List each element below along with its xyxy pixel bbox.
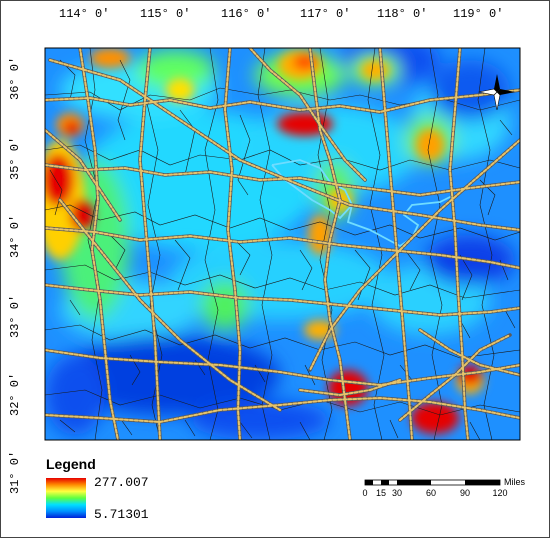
lon-label-116: 116° 0' (221, 7, 271, 21)
legend-min-value: 5.71301 (94, 507, 149, 522)
density-raster (45, 48, 520, 440)
road-network (45, 48, 520, 440)
longitude-labels: 114° 0' 115° 0' 116° 0' 117° 0' 118° 0' … (59, 7, 503, 21)
lat-label-34: 34° 0' (8, 215, 22, 258)
lon-label-117: 117° 0' (300, 7, 350, 21)
scale-label-0: 0 (362, 488, 367, 498)
scale-label-30: 30 (392, 488, 402, 498)
scale-unit: Miles (504, 477, 526, 487)
lat-label-32: 32° 0' (8, 373, 22, 416)
lat-label-31: 31° 0' (8, 451, 22, 494)
lon-label-118: 118° 0' (377, 7, 427, 21)
scale-label-90: 90 (460, 488, 470, 498)
scale-label-15: 15 (376, 488, 386, 498)
scale-bar: 0 15 30 60 90 120 Miles (362, 477, 525, 498)
scale-label-120: 120 (492, 488, 507, 498)
lon-label-115: 115° 0' (140, 7, 190, 21)
legend-color-ramp (46, 478, 86, 518)
latitude-labels: 36° 0' 35° 0' 34° 0' 33° 0' 32° 0' 31° 0… (8, 57, 22, 494)
legend-max-value: 277.007 (94, 475, 149, 490)
map-border (44, 47, 521, 441)
lat-label-36: 36° 0' (8, 57, 22, 100)
lon-label-119: 119° 0' (453, 7, 503, 21)
lat-label-33: 33° 0' (8, 295, 22, 338)
legend-title: Legend (46, 456, 96, 472)
lon-label-114: 114° 0' (59, 7, 109, 21)
lat-label-35: 35° 0' (8, 137, 22, 180)
compass-rose-icon (478, 74, 515, 111)
scale-label-60: 60 (426, 488, 436, 498)
